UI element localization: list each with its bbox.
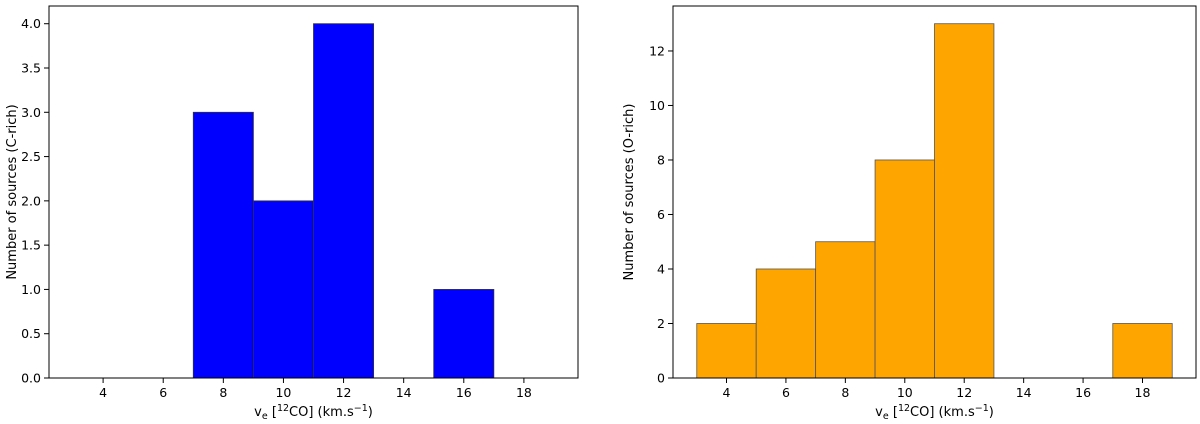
- y-tick-label: 10: [649, 98, 665, 113]
- x-tick-label: 4: [99, 385, 107, 400]
- y-tick-label: 4.0: [21, 16, 41, 31]
- histogram-bar: [192, 111, 254, 379]
- y-axis-label: Number of sources (C-rich): [5, 104, 20, 279]
- y-tick-label: 0.5: [21, 326, 41, 341]
- plot-frame: [672, 5, 1197, 379]
- x-axis-label-open: [: [268, 405, 277, 420]
- x-axis-label-sup-exp: −1: [975, 403, 989, 414]
- x-axis-label-sup-isotope: 12: [277, 403, 289, 414]
- x-axis-label-mid: CO] (km.s: [910, 405, 975, 420]
- histogram-bar: [433, 289, 495, 379]
- x-axis-label-var: v: [875, 405, 883, 420]
- x-axis-label-open: [: [889, 405, 898, 420]
- x-tick-label: 8: [219, 385, 227, 400]
- x-tick-label: 8: [841, 385, 849, 400]
- x-tick-label: 18: [516, 385, 532, 400]
- histogram-bar: [313, 23, 375, 379]
- x-tick-label: 10: [897, 385, 913, 400]
- y-tick-label: 4: [657, 261, 665, 276]
- y-tick-label: 6: [657, 207, 665, 222]
- x-axis-label-sup-exp: −1: [354, 403, 368, 414]
- x-axis-label-sup-isotope: 12: [898, 403, 910, 414]
- x-axis-label-var: v: [254, 405, 262, 420]
- histogram-bar: [874, 159, 935, 379]
- x-tick-label: 18: [1135, 385, 1151, 400]
- x-tick-label: 16: [456, 385, 472, 400]
- x-tick-label: 14: [396, 385, 412, 400]
- y-tick-label: 3.5: [21, 61, 41, 76]
- y-tick-label: 8: [657, 152, 665, 167]
- histogram-bar: [815, 241, 876, 379]
- x-tick-label: 12: [956, 385, 972, 400]
- x-axis-label: ve [12CO] (km.s−1): [875, 403, 994, 422]
- x-tick-label: 16: [1075, 385, 1091, 400]
- plot-frame: [48, 5, 579, 379]
- histogram-bar: [696, 323, 757, 379]
- histogram-bar: [1112, 323, 1173, 379]
- x-tick-label: 12: [336, 385, 352, 400]
- histogram-bar: [755, 268, 817, 379]
- histogram-bar: [252, 200, 314, 379]
- chart-c-rich: 4 6 8 10 12 14 16 18 0.0 0.5 1.0 1.5 2.0 2.5 3.0 3.5 4.0…: [5, 5, 579, 422]
- y-tick-label: 2.0: [21, 193, 41, 208]
- x-axis-label: ve [12CO] (km.s−1): [254, 403, 373, 422]
- x-axis-label-mid: CO] (km.s: [289, 405, 354, 420]
- y-tick-label: 12: [649, 43, 665, 58]
- x-axis-label-sub: e: [262, 411, 268, 422]
- x-axis-label-close: ): [989, 405, 994, 420]
- x-axis-label-sub: e: [883, 411, 889, 422]
- x-axis-label-close: ): [368, 405, 373, 420]
- y-tick-label: 2: [657, 316, 665, 331]
- y-tick-label: 1.0: [21, 282, 41, 297]
- chart-o-rich: 4 6 8 10 12 14 16 18 0 2 4 6 8 10 12 Number of sources …: [622, 5, 1197, 422]
- x-tick-label: 14: [1016, 385, 1032, 400]
- x-tick-label: 10: [275, 385, 291, 400]
- y-tick-label: 0.0: [21, 371, 41, 386]
- y-tick-label: 0: [657, 371, 665, 386]
- y-tick-label: 1.5: [21, 238, 41, 253]
- x-tick-label: 6: [782, 385, 790, 400]
- y-axis-label: Number of sources (O-rich): [622, 104, 637, 281]
- x-tick-label: 6: [159, 385, 167, 400]
- y-tick-label: 2.5: [21, 149, 41, 164]
- histogram-bar: [934, 23, 995, 379]
- x-tick-label: 4: [723, 385, 731, 400]
- y-tick-label: 3.0: [21, 105, 41, 120]
